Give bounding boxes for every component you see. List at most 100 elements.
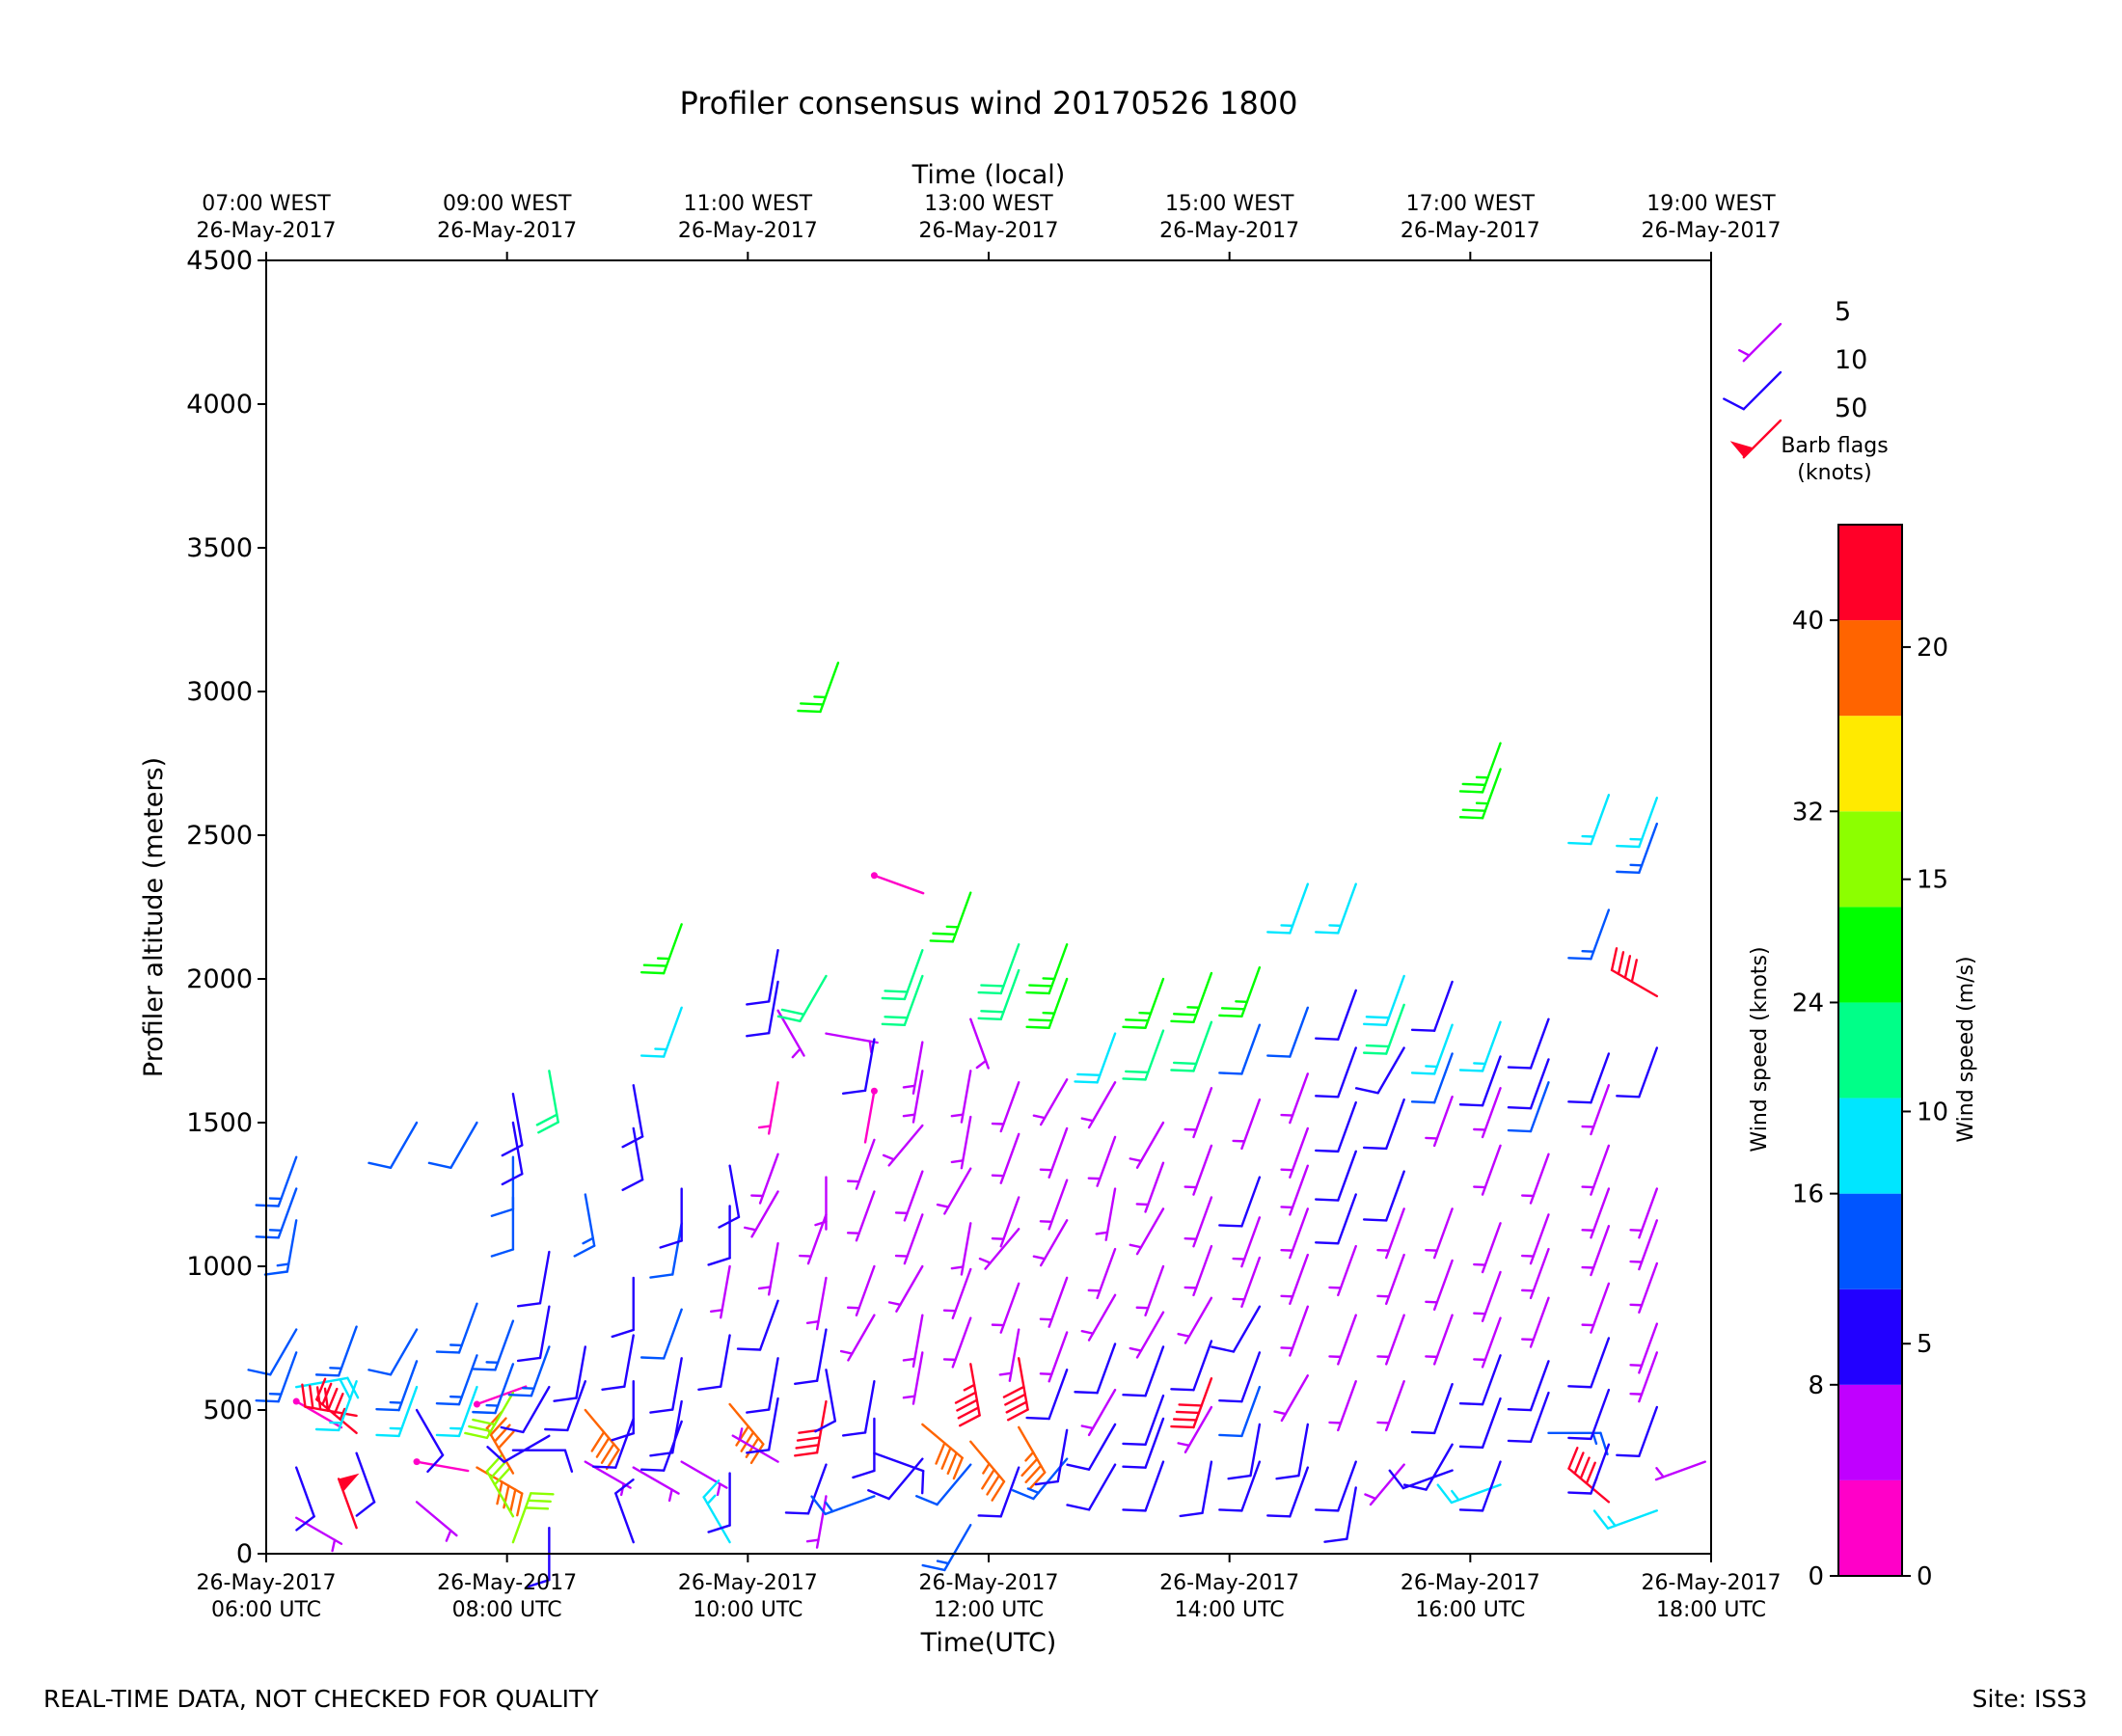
barb-shaft xyxy=(1289,1466,1310,1518)
wind-barb xyxy=(744,1190,779,1238)
wind-barb xyxy=(1218,1460,1262,1512)
wind-barb xyxy=(427,1121,478,1169)
barb-full xyxy=(1011,1489,1035,1501)
wind-barb xyxy=(584,1408,620,1471)
barb-shaft xyxy=(1096,1343,1117,1395)
barb-half xyxy=(902,1395,916,1399)
wind-barb xyxy=(977,1466,1020,1518)
top-tick-label-time: 09:00 WEST xyxy=(443,192,572,216)
barb-full xyxy=(1388,1469,1405,1490)
barb-full xyxy=(375,1407,400,1412)
wind-barb xyxy=(659,1187,683,1249)
top-tick-label-time: 15:00 WEST xyxy=(1165,192,1294,216)
x-tick-label-date: 26-May-2017 xyxy=(197,1571,337,1595)
barb-full xyxy=(881,1022,907,1026)
barb-full xyxy=(472,1418,497,1426)
barb-shaft xyxy=(1289,1006,1310,1058)
barb-half xyxy=(1024,1451,1035,1462)
barb-shaft xyxy=(389,1328,419,1376)
wind-barb xyxy=(1018,1425,1047,1490)
barb-full xyxy=(921,1563,946,1572)
barb-full xyxy=(501,1172,524,1186)
barb-full xyxy=(527,1499,552,1504)
barb-half xyxy=(1129,1346,1143,1352)
barb-shaft xyxy=(1144,1417,1165,1469)
barb-full xyxy=(486,1446,505,1464)
barb-full xyxy=(784,1511,810,1515)
barb-full xyxy=(746,1449,771,1454)
barb-full xyxy=(375,1433,400,1438)
barb-shaft xyxy=(1638,1405,1659,1457)
barb-full xyxy=(1362,1022,1388,1026)
colorbar-ms-label: 20 xyxy=(1917,634,1948,663)
barb-full xyxy=(614,1478,635,1495)
colorbar-bin xyxy=(1838,620,1902,717)
barb-full xyxy=(1567,1385,1592,1389)
barb-half xyxy=(1129,1157,1143,1163)
barb-half xyxy=(1080,1117,1095,1123)
wind-barb xyxy=(950,1115,972,1170)
wind-barb xyxy=(1080,1388,1117,1437)
barb-half xyxy=(1655,1467,1665,1478)
wind-barb xyxy=(1581,1187,1611,1239)
barb-shaft xyxy=(1481,1397,1502,1450)
barb-shaft xyxy=(767,980,779,1035)
barb-full xyxy=(1458,1508,1484,1512)
barb-half xyxy=(667,1488,673,1503)
wind-barb xyxy=(794,1328,828,1386)
wind-barb xyxy=(639,1006,683,1058)
barb-full xyxy=(1076,1072,1102,1077)
barb-full xyxy=(1610,947,1619,972)
colorbar-bin xyxy=(1838,1288,1902,1385)
wind-barb xyxy=(1328,1244,1357,1297)
barb-full xyxy=(921,1469,925,1495)
wind-barb xyxy=(367,1328,419,1376)
barb-full xyxy=(1218,1398,1243,1403)
wind-barb xyxy=(1170,971,1213,1023)
barb-shaft xyxy=(1337,1460,1357,1512)
barb-full xyxy=(1028,984,1053,988)
barb-half xyxy=(975,1059,988,1070)
y-tick-label: 0 xyxy=(236,1539,253,1569)
wind-barb xyxy=(902,1351,924,1405)
x-tick-label-date: 26-May-2017 xyxy=(1642,1571,1782,1595)
barb-shaft xyxy=(671,1399,683,1454)
wind-barb xyxy=(1473,1222,1502,1274)
barb-half xyxy=(963,1383,976,1392)
barb-full xyxy=(314,1373,340,1377)
wind-barb xyxy=(1364,1463,1405,1506)
wind-barb xyxy=(846,1190,876,1242)
barb-full xyxy=(1402,1483,1428,1491)
barb-shaft xyxy=(1337,1193,1357,1245)
barb-shaft xyxy=(1529,1360,1550,1412)
barb-full xyxy=(1004,1393,1027,1406)
barb-half xyxy=(445,1529,452,1542)
y-tick-label: 4500 xyxy=(186,246,253,276)
barb-shaft xyxy=(671,1357,683,1411)
barb-full xyxy=(1458,816,1484,820)
wind-barb xyxy=(991,1081,1020,1133)
barb-shaft xyxy=(1432,980,1454,1032)
wind-barb xyxy=(1402,1443,1454,1491)
wind-barb xyxy=(1080,1293,1117,1342)
barb-full xyxy=(1410,1430,1436,1435)
wind-barb xyxy=(553,1345,587,1402)
barb-full xyxy=(981,1468,995,1490)
barb-full xyxy=(867,1489,890,1501)
barb-shaft xyxy=(1087,1463,1117,1511)
wind-barb xyxy=(1567,1388,1611,1441)
barb-half xyxy=(706,1494,717,1505)
barb-shaft xyxy=(1481,1354,1502,1406)
wind-barb xyxy=(1315,882,1357,935)
wind-barb xyxy=(746,980,779,1038)
wind-barb xyxy=(894,1170,924,1222)
wind-barb xyxy=(1025,943,1069,995)
barb-shaft xyxy=(1638,1046,1659,1099)
barb-full xyxy=(1002,1385,1025,1398)
wind-barb xyxy=(1066,1463,1117,1511)
barb-full xyxy=(553,1397,578,1402)
barb-half xyxy=(982,1462,991,1475)
barb-half xyxy=(814,1220,828,1227)
barb-half xyxy=(868,1040,873,1054)
